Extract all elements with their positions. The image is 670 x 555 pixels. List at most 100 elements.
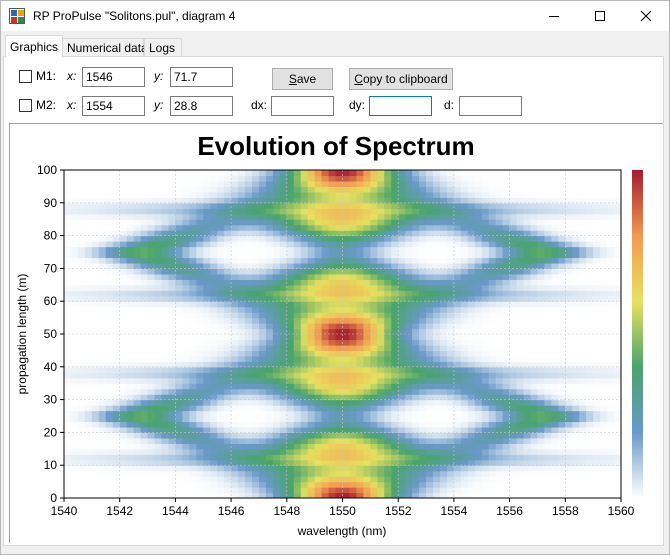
x-tick-label: 1550 [329, 504, 356, 518]
heatmap-cell [474, 268, 483, 275]
tab-bar: Graphics Numerical data Logs [1, 35, 669, 58]
heatmap-cell [426, 175, 434, 182]
heatmap-cell [433, 273, 441, 280]
heatmap-cell [419, 186, 427, 193]
heatmap-cell [175, 426, 183, 433]
heatmap-cell [481, 262, 490, 269]
heatmap-cell [405, 454, 413, 461]
m1-y-field[interactable]: 71.7 [170, 67, 233, 87]
heatmap-cell [168, 252, 176, 259]
title-bar[interactable]: RP ProPulse "Solitons.pul", diagram 4 [1, 1, 669, 31]
heatmap-cell [189, 487, 197, 494]
m1-x-field[interactable]: 1546 [82, 67, 145, 87]
heatmap-cell [398, 432, 406, 439]
heatmap-cell [356, 328, 364, 335]
heatmap-cell [140, 470, 149, 477]
heatmap-cell [405, 410, 413, 417]
dx-field[interactable] [271, 96, 334, 116]
heatmap-cell [112, 175, 121, 182]
heatmap-cell [224, 262, 232, 269]
save-button[interactable]: Save [272, 68, 333, 90]
m2-checkbox[interactable] [19, 99, 32, 112]
heatmap-cell [398, 465, 406, 472]
tab-numerical-data[interactable]: Numerical data [62, 38, 148, 57]
chart-area[interactable]: Evolution of Spectrum 1540 1542 1544 1546 15… [9, 123, 663, 543]
heatmap-cell [112, 180, 121, 187]
heatmap-cell [293, 388, 302, 395]
heatmap-cell [495, 312, 504, 319]
heatmap-cell [203, 262, 211, 269]
heatmap-cell [286, 268, 295, 275]
heatmap-cell [558, 241, 566, 248]
heatmap-cell [91, 312, 100, 319]
heatmap-cell [328, 317, 337, 324]
heatmap-cell [516, 383, 525, 390]
tab-graphics[interactable]: Graphics [5, 35, 63, 58]
heatmap-cell [579, 317, 587, 324]
spectrum-heatmap-chart[interactable]: Evolution of Spectrum 1540 1542 1544 1546 15… [10, 124, 662, 542]
heatmap-cell [544, 334, 552, 341]
heatmap-cell [349, 388, 358, 395]
heatmap-cell [98, 334, 107, 341]
heatmap-cell [509, 246, 518, 253]
heatmap-cell [300, 448, 309, 455]
heatmap-cell [516, 202, 525, 209]
heatmap-cell [154, 175, 163, 182]
tab-logs[interactable]: Logs [144, 38, 182, 57]
heatmap-cell [161, 405, 170, 412]
heatmap-cell [321, 202, 330, 209]
heatmap-cell [77, 355, 86, 362]
heatmap-cell [300, 208, 309, 215]
heatmap-cell [384, 273, 392, 280]
heatmap-cell [119, 377, 128, 384]
heatmap-cell [488, 470, 497, 477]
heatmap-cell [91, 186, 100, 193]
heatmap-cell [91, 224, 100, 231]
d-field[interactable] [459, 96, 522, 116]
heatmap-cell [168, 388, 176, 395]
heatmap-cell [349, 405, 358, 412]
heatmap-cell [196, 175, 204, 182]
heatmap-cell [140, 323, 149, 330]
heatmap-cell [579, 465, 587, 472]
heatmap-cell [502, 328, 511, 335]
heatmap-cell [530, 257, 539, 264]
heatmap-cell [224, 443, 232, 450]
heatmap-cell [579, 339, 587, 346]
heatmap-cell [474, 350, 483, 357]
heatmap-cell [154, 334, 163, 341]
heatmap-cell [614, 388, 621, 395]
heatmap-cell [572, 443, 580, 450]
heatmap-cell [523, 191, 532, 198]
heatmap-cell [182, 180, 190, 187]
heatmap-cell [272, 257, 281, 264]
heatmap-cell [593, 344, 601, 351]
save-label-rest: ave [296, 72, 317, 86]
heatmap-cell [119, 454, 128, 461]
heatmap-cell [279, 454, 288, 461]
maximize-button[interactable] [577, 1, 623, 31]
heatmap-cell [488, 246, 497, 253]
m2-y-field[interactable]: 28.8 [170, 96, 233, 116]
copy-to-clipboard-button[interactable]: Copy to clipboard [349, 68, 453, 90]
heatmap-cell [307, 235, 316, 242]
dy-field[interactable] [369, 96, 432, 116]
heatmap-cell [119, 323, 128, 330]
heatmap-cell [363, 230, 371, 237]
heatmap-cell [70, 334, 79, 341]
heatmap-cell [509, 328, 518, 335]
m1-checkbox[interactable] [19, 70, 32, 83]
m2-x-field[interactable]: 1554 [82, 96, 145, 116]
heatmap-cell [112, 262, 121, 269]
heatmap-cell [112, 213, 121, 220]
heatmap-cell [607, 410, 615, 417]
heatmap-cell [77, 262, 86, 269]
close-button[interactable] [623, 1, 669, 31]
heatmap-cell [147, 257, 156, 264]
heatmap-cell [572, 366, 580, 373]
heatmap-cell [335, 170, 344, 177]
heatmap-cell [530, 339, 539, 346]
heatmap-cell [398, 317, 406, 324]
heatmap-cell [91, 487, 100, 494]
minimize-button[interactable] [531, 1, 577, 31]
